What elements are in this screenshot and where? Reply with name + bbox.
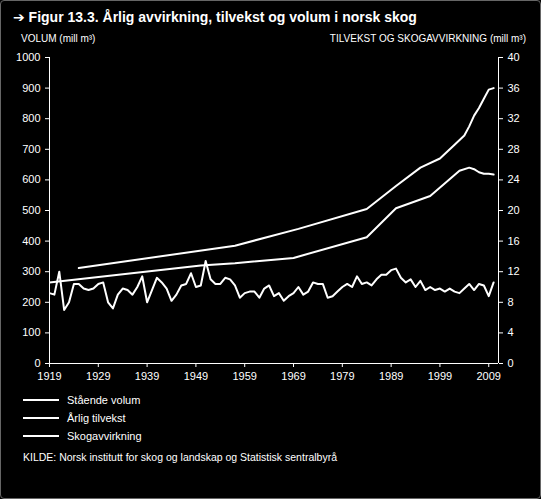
svg-text:0: 0 [508, 357, 514, 369]
svg-text:1949: 1949 [184, 370, 208, 382]
svg-text:1979: 1979 [330, 370, 354, 382]
svg-text:600: 600 [22, 173, 40, 185]
svg-text:1989: 1989 [379, 370, 403, 382]
svg-text:1999: 1999 [428, 370, 452, 382]
svg-text:24: 24 [508, 173, 520, 185]
svg-text:900: 900 [22, 82, 40, 94]
svg-text:20: 20 [508, 204, 520, 216]
svg-text:16: 16 [508, 235, 520, 247]
svg-text:4: 4 [508, 326, 514, 338]
svg-text:1969: 1969 [281, 370, 305, 382]
svg-text:200: 200 [22, 296, 40, 308]
html-text:Stående volum: Stående volum [67, 394, 141, 406]
html-text:Skogavvirkning: Skogavvirkning [67, 430, 142, 442]
html-text:➔ Figur 13.3. Årlig avvirkning: ➔ Figur 13.3. Årlig avvirkning, tilvekst… [13, 9, 417, 25]
svg-text:1000: 1000 [16, 51, 40, 63]
html-text:KILDE: Norsk institutt for sko: KILDE: Norsk institutt for skog og lands… [23, 451, 337, 463]
svg-text:36: 36 [508, 82, 520, 94]
svg-text:1939: 1939 [135, 370, 159, 382]
svg-text:700: 700 [22, 143, 40, 155]
svg-text:12: 12 [508, 265, 520, 277]
html-text:VOLUM (mill m³): VOLUM (mill m³) [21, 33, 96, 44]
svg-text:40: 40 [508, 51, 520, 63]
svg-text:2009: 2009 [476, 370, 500, 382]
svg-text:1919: 1919 [37, 370, 61, 382]
svg-text:400: 400 [22, 235, 40, 247]
svg-text:0: 0 [34, 357, 40, 369]
svg-text:100: 100 [22, 326, 40, 338]
html-text:Årlig tilvekst: Årlig tilvekst [67, 412, 126, 424]
svg-text:500: 500 [22, 204, 40, 216]
svg-text:800: 800 [22, 112, 40, 124]
svg-text:1959: 1959 [232, 370, 256, 382]
svg-text:1929: 1929 [86, 370, 110, 382]
svg-text:8: 8 [508, 296, 514, 308]
svg-text:32: 32 [508, 112, 520, 124]
svg-text:300: 300 [22, 265, 40, 277]
svg-text:28: 28 [508, 143, 520, 155]
html-text:TILVEKST OG SKOGAVVIRKNING (mi: TILVEKST OG SKOGAVVIRKNING (mill m³) [329, 33, 526, 44]
